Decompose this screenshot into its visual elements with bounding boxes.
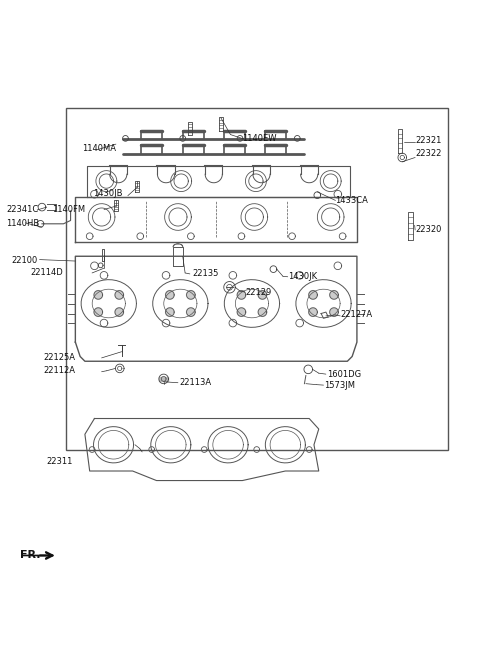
Polygon shape	[237, 308, 246, 316]
Text: 1140HB: 1140HB	[6, 219, 39, 228]
Text: 22112A: 22112A	[43, 366, 75, 375]
Polygon shape	[309, 308, 317, 316]
Text: 1433CA: 1433CA	[336, 196, 368, 205]
Text: FR.: FR.	[21, 551, 41, 561]
Text: 1140EW: 1140EW	[242, 134, 277, 143]
Text: 22311: 22311	[47, 457, 73, 466]
Polygon shape	[309, 291, 317, 299]
Text: 22100: 22100	[11, 255, 37, 265]
Polygon shape	[94, 308, 103, 316]
Polygon shape	[330, 308, 338, 316]
Text: 1430JK: 1430JK	[288, 272, 317, 281]
Text: 1573JM: 1573JM	[324, 381, 356, 390]
Polygon shape	[115, 291, 123, 299]
Text: 22321: 22321	[415, 136, 442, 145]
Text: 22114D: 22114D	[31, 267, 63, 277]
Polygon shape	[94, 291, 103, 299]
Text: 22127A: 22127A	[340, 310, 372, 320]
Text: 22113A: 22113A	[180, 379, 212, 387]
Polygon shape	[159, 377, 168, 381]
Polygon shape	[258, 308, 267, 316]
Polygon shape	[166, 291, 174, 299]
Polygon shape	[166, 308, 174, 316]
Polygon shape	[115, 308, 123, 316]
Text: 22341C: 22341C	[6, 206, 38, 214]
Text: 22135: 22135	[192, 269, 219, 279]
Text: 1140MA: 1140MA	[83, 144, 117, 153]
Text: 22320: 22320	[415, 224, 442, 234]
Text: 22322: 22322	[415, 149, 442, 158]
Text: 1140FM: 1140FM	[52, 205, 85, 214]
Text: 1430JB: 1430JB	[94, 189, 123, 198]
Text: 22129: 22129	[246, 287, 272, 297]
Text: 1601DG: 1601DG	[327, 370, 361, 379]
Polygon shape	[237, 291, 246, 299]
Text: 22125A: 22125A	[43, 353, 75, 362]
Polygon shape	[187, 291, 195, 299]
Polygon shape	[187, 308, 195, 316]
Polygon shape	[258, 291, 267, 299]
Polygon shape	[330, 291, 338, 299]
